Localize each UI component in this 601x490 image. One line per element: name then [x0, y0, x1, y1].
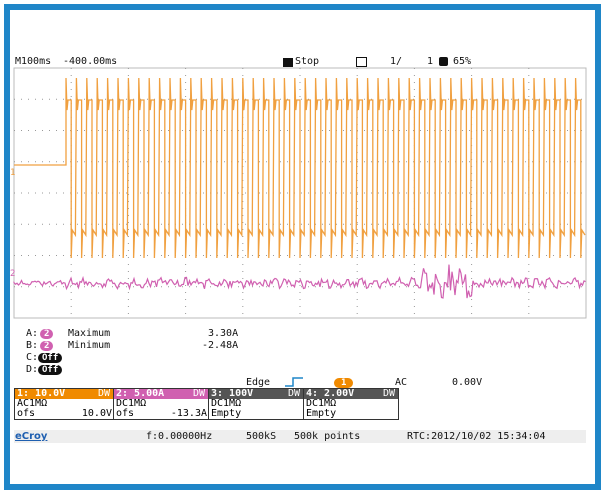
trace-marker: 2: [10, 269, 15, 279]
measure-name: Minimum: [68, 340, 111, 351]
slot: A:: [26, 328, 39, 339]
channel-box: 4: 2.00V DW DC1MΩ Empty: [303, 388, 399, 420]
status-bar: [14, 430, 586, 443]
channel-badge: 2: [40, 329, 54, 339]
timebase: M100ms: [15, 56, 52, 67]
zoom: 65%: [453, 56, 472, 67]
offset: 10.0V: [81, 408, 112, 419]
offset: Empty: [306, 408, 337, 419]
channel-header: 1: 10.0V DW: [15, 389, 113, 399]
measure-value: 3.30A: [208, 328, 239, 339]
measure-name: Maximum: [68, 328, 111, 339]
frame: [4, 4, 601, 490]
off-badge: Off: [38, 353, 63, 363]
rtc: RTC:2012/10/02 15:34:04: [407, 431, 546, 442]
offset-label: ofs: [17, 408, 36, 419]
measure-value: -2.48A: [202, 340, 239, 351]
channel-header: 3: 100V DW: [209, 389, 303, 399]
channel-header: 2: 5.00A DW: [114, 389, 208, 399]
slot: D:: [26, 364, 39, 375]
coupling: DC1MΩ: [116, 398, 147, 409]
slot: C:: [26, 352, 39, 363]
page-icon: [356, 57, 367, 67]
channel-box: 2: 5.00A DW DC1MΩ ofs -13.3A: [113, 388, 209, 420]
coupling: AC1MΩ: [17, 398, 48, 409]
offset: -400.00ms: [63, 56, 118, 67]
status: Stop: [295, 56, 320, 67]
points: 500k points: [294, 431, 361, 442]
frequency: f:0.00000Hz: [146, 431, 213, 442]
trace-1: [14, 77, 586, 259]
zoom-icon: [439, 57, 448, 66]
count: 1: [427, 56, 434, 67]
off-badge: Off: [38, 365, 63, 375]
trace-marker: 1: [10, 168, 15, 178]
channel-box: 3: 100V DW DC1MΩ Empty: [208, 388, 304, 420]
edge-icon: [285, 377, 303, 387]
brand: eCroy: [15, 431, 48, 442]
trigger-coupling: AC: [395, 377, 408, 388]
stop-icon: [283, 58, 293, 67]
offset-label: ofs: [116, 408, 135, 419]
sample-rate: 500kS: [246, 431, 277, 442]
coupling: DC1MΩ: [211, 398, 242, 409]
channel-box: 1: 10.0V DW AC1MΩ ofs 10.0V: [14, 388, 114, 420]
trigger-mode: Edge: [246, 377, 271, 388]
trigger-level: 0.00V: [452, 377, 483, 388]
page: 1/: [390, 56, 403, 67]
slot: B:: [26, 340, 39, 351]
offset: -13.3A: [170, 408, 207, 419]
channel-badge: 2: [40, 341, 54, 351]
trace-2: [13, 264, 586, 299]
trigger-source: 1: [334, 378, 354, 388]
offset: Empty: [211, 408, 242, 419]
channel-header: 4: 2.00V DW: [304, 389, 398, 399]
coupling: DC1MΩ: [306, 398, 337, 409]
